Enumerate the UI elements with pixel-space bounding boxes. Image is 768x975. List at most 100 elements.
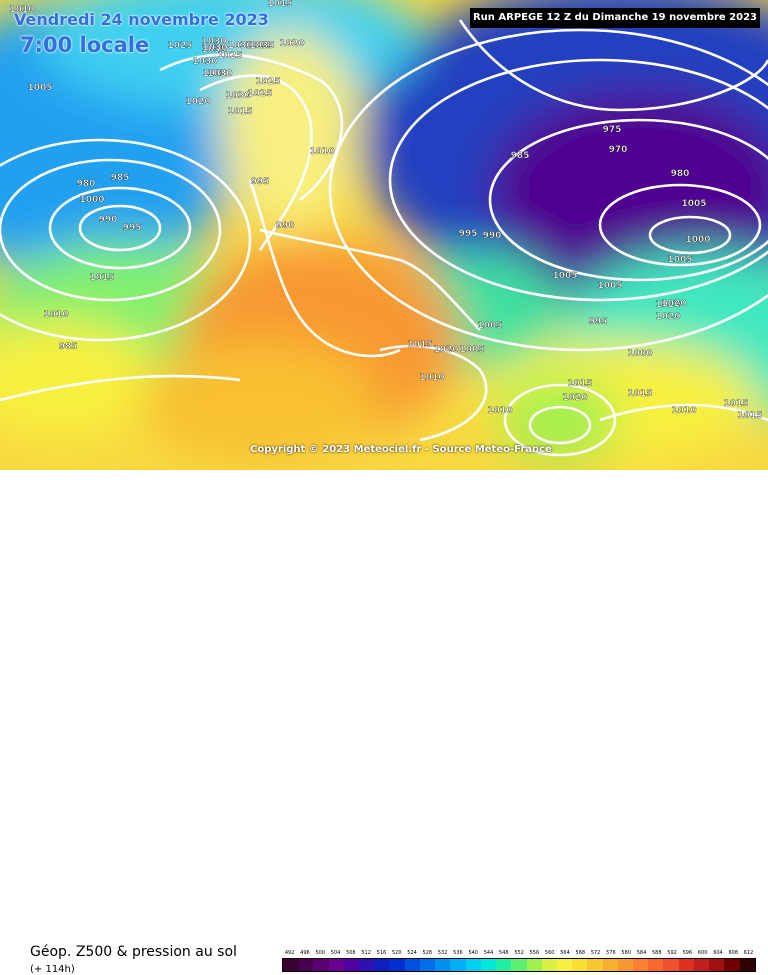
isobar-label: 985 (59, 342, 78, 352)
isobar-label: 1030 (227, 41, 252, 51)
legend-value: 504 (330, 950, 341, 956)
isobar-label: 1005 (667, 255, 692, 265)
isobar-label: 1000 (627, 349, 652, 359)
legend-swatch (374, 959, 390, 971)
legend-value: 592 (667, 950, 677, 956)
legend-value: 568 (575, 950, 586, 956)
isobar-label: 1010 (9, 5, 34, 15)
legend-swatch (526, 959, 542, 971)
isobar-label: 995 (589, 317, 608, 327)
isobar-label: 1020 (655, 312, 680, 322)
legend-swatch (343, 959, 360, 971)
legend-swatch (633, 959, 649, 971)
legend-value: 512 (361, 950, 371, 956)
lead-time: (+ 114h) (30, 964, 75, 975)
legend-value: 604 (713, 950, 723, 956)
map-date: Vendredi 24 novembre 2023 (14, 10, 269, 29)
legend-swatch (313, 959, 329, 971)
isobar-label: 1005 (681, 199, 706, 209)
legend-swatch (617, 959, 634, 971)
legend-value: 572 (590, 950, 601, 956)
legend-swatch (465, 959, 481, 971)
isobar-label: 1000 (685, 235, 710, 245)
legend-labels: 492 496 500 504 508 512 516 520 524 528 532 536 540 5… (282, 948, 756, 958)
legend-value: 612 (743, 950, 754, 956)
isobar-label: 1015 (737, 411, 762, 421)
legend-value: 548 (499, 950, 509, 956)
legend-value: 584 (636, 950, 647, 956)
isobar-label: 1005 (552, 271, 577, 281)
isobar-label: 1025 (217, 51, 242, 61)
isobar-label: 975 (603, 125, 622, 135)
isobar-label: 1030 (202, 43, 227, 53)
isobar-label: 985 (111, 173, 130, 183)
isobar-label: 990 (483, 231, 502, 241)
isobar-label: 1005 (27, 83, 52, 93)
legend-value: 608 (728, 950, 739, 956)
map-time: 7:00 locale (20, 33, 150, 57)
legend-value: 544 (483, 950, 494, 956)
isobar-label: 1010 (671, 406, 696, 416)
legend-value: 524 (407, 950, 417, 956)
isobar-lines (0, 19, 768, 457)
isobar-label: 985 (511, 151, 530, 161)
legend-swatch (359, 959, 375, 971)
isobar-label: 1030 (192, 57, 217, 67)
isobar-label: 1030 (207, 69, 232, 79)
isobar-label: 1015 (407, 340, 432, 350)
isobar-label: 980 (671, 169, 690, 179)
isobar-label: 1005 (459, 345, 484, 355)
legend-value: 556 (529, 950, 540, 956)
isobar-label: 1025 (245, 41, 270, 51)
legend-swatch (450, 959, 466, 971)
isobar-label: 1015 (723, 399, 748, 409)
legend-swatch (496, 959, 512, 971)
legend-value: 520 (391, 950, 402, 956)
legend-swatch (693, 959, 710, 971)
legend-value: 576 (606, 950, 616, 956)
legend-swatch (511, 959, 527, 971)
legend-swatch (709, 959, 725, 971)
copyright: Copyright © 2023 Meteociel.fr - Source M… (250, 444, 552, 455)
isobar-label: 980 (77, 179, 96, 189)
legend-value: 552 (514, 950, 524, 956)
isobar-label: 1020 (185, 97, 210, 107)
legend-bar (282, 958, 756, 972)
legend-swatch (480, 959, 497, 971)
legend-swatch (587, 959, 603, 971)
legend-swatch (739, 959, 755, 971)
legend-value: 600 (697, 950, 708, 956)
legend-value: 580 (621, 950, 631, 956)
legend-value: 528 (422, 950, 433, 956)
isobar-label: 995 (251, 177, 270, 187)
legend-value: 536 (453, 950, 463, 956)
legend-swatch (663, 959, 679, 971)
legend-value: 532 (437, 950, 448, 956)
legend-swatch (572, 959, 588, 971)
isobar-label: 1015 (89, 273, 114, 283)
isobar-label: 1025 (255, 77, 280, 87)
isobar-label: 995 (123, 223, 142, 233)
isobar-label: 1035 (201, 45, 226, 55)
legend-swatch (404, 959, 420, 971)
isobar-label: 1035 (249, 41, 274, 51)
isobar-label: 1020 (655, 300, 680, 310)
legend-value: 564 (560, 950, 570, 956)
isobar-label: 1015 (267, 0, 292, 9)
legend-swatch (541, 959, 557, 971)
run-info: Run ARPEGE 12 Z du Dimanche 19 novembre … (470, 8, 760, 28)
color-legend: 492 496 500 504 508 512 516 520 524 528 532 536 540 5… (282, 948, 756, 972)
isobar-label: 990 (276, 221, 295, 231)
isobar-label: 1020 (433, 345, 458, 355)
isobar-label: 1030 (225, 91, 250, 101)
geopotential-field (0, 0, 768, 460)
isobar-label: 1010 (419, 373, 444, 383)
parameter-label: Géop. Z500 & pression au sol (30, 944, 237, 960)
isobar-label: 1020 (562, 393, 587, 403)
legend-swatch (678, 959, 694, 971)
isobar-label: 1015 (227, 107, 252, 117)
legend-value: 496 (300, 950, 310, 956)
